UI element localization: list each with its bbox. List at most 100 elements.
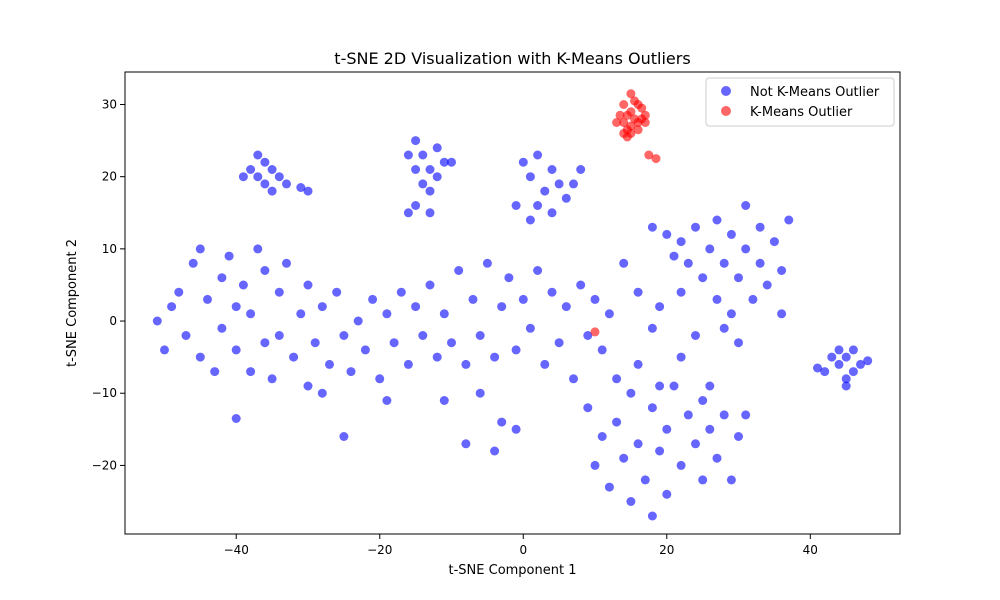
point-not-outlier-149 [633,287,643,297]
point-not-outlier-193 [820,367,830,377]
point-outlier-8 [615,110,625,120]
point-not-outlier-20 [260,266,270,275]
point-not-outlier-150 [647,323,657,333]
point-not-outlier-116 [569,179,578,189]
point-not-outlier-175 [719,410,729,420]
point-not-outlier-119 [576,165,586,174]
point-not-outlier-14 [231,302,241,312]
point-not-outlier-56 [497,302,507,312]
point-not-outlier-189 [848,367,858,377]
point-not-outlier-162 [647,403,657,413]
x-tick-label: 20 [659,543,674,557]
point-not-outlier-105 [425,208,435,218]
point-not-outlier-191 [856,359,865,369]
point-not-outlier-3 [174,287,184,297]
point-not-outlier-13 [231,345,241,355]
point-not-outlier-25 [289,352,299,362]
point-not-outlier-187 [841,374,851,384]
point-not-outlier-165 [662,424,672,434]
point-not-outlier-37 [360,345,370,355]
point-not-outlier-118 [511,201,521,210]
point-not-outlier-133 [734,273,743,283]
point-not-outlier-126 [698,273,708,283]
x-tick-label: −40 [224,543,249,557]
point-outlier-13 [612,118,622,127]
point-not-outlier-96 [425,186,435,196]
point-not-outlier-148 [691,331,700,340]
point-not-outlier-42 [396,287,406,297]
point-not-outlier-80 [511,424,521,434]
point-not-outlier-45 [418,331,428,340]
point-not-outlier-123 [676,237,686,247]
point-not-outlier-65 [561,302,571,312]
point-not-outlier-179 [612,374,622,384]
point-not-outlier-172 [698,475,708,485]
point-not-outlier-122 [669,251,679,261]
point-not-outlier-163 [647,511,657,521]
point-not-outlier-59 [518,294,528,304]
point-outlier-15 [640,118,650,127]
point-not-outlier-75 [439,396,449,405]
point-not-outlier-176 [726,475,736,485]
y-tick-label: 20 [102,170,117,184]
point-not-outlier-155 [604,482,614,492]
points-layer [152,89,873,521]
point-not-outlier-152 [583,403,593,413]
point-not-outlier-70 [597,345,607,355]
point-not-outlier-17 [246,309,256,319]
point-outlier-21 [644,150,654,160]
point-not-outlier-138 [755,222,765,232]
point-not-outlier-177 [734,432,743,441]
point-not-outlier-94 [418,150,428,160]
point-not-outlier-60 [525,323,535,333]
point-not-outlier-21 [267,374,277,384]
point-not-outlier-103 [447,157,456,167]
y-tick-label: 10 [102,242,117,256]
point-not-outlier-69 [590,294,600,304]
point-not-outlier-130 [719,258,729,268]
point-outlier-11 [619,118,629,127]
point-not-outlier-7 [195,352,205,362]
point-not-outlier-184 [827,352,837,362]
point-not-outlier-0 [152,316,162,326]
point-not-outlier-31 [317,388,327,398]
point-not-outlier-41 [389,338,399,348]
point-not-outlier-134 [741,244,751,254]
point-not-outlier-195 [841,381,851,391]
point-not-outlier-10 [217,273,227,283]
point-not-outlier-43 [403,359,413,369]
point-not-outlier-104 [411,201,421,210]
point-not-outlier-112 [554,179,564,189]
point-not-outlier-142 [784,215,794,225]
point-not-outlier-58 [511,345,521,355]
point-not-outlier-180 [633,359,643,369]
y-tick-label: −10 [92,386,117,400]
point-not-outlier-63 [547,287,557,297]
point-not-outlier-100 [411,165,421,174]
point-not-outlier-158 [626,388,636,398]
point-not-outlier-113 [533,201,543,210]
point-not-outlier-140 [769,237,779,247]
point-not-outlier-153 [590,460,600,470]
point-not-outlier-77 [475,388,485,398]
point-not-outlier-34 [339,331,349,340]
point-not-outlier-22 [274,287,284,297]
point-outlier-16 [633,125,643,135]
point-not-outlier-137 [755,258,765,268]
point-not-outlier-32 [325,359,334,369]
point-not-outlier-164 [655,446,665,456]
point-not-outlier-154 [597,432,607,441]
point-not-outlier-109 [533,150,543,160]
point-not-outlier-67 [576,280,586,290]
point-not-outlier-57 [504,273,514,283]
point-not-outlier-61 [533,266,543,275]
point-not-outlier-185 [834,359,844,369]
point-not-outlier-167 [669,381,679,391]
y-tick-label: 0 [109,314,117,328]
point-not-outlier-36 [353,316,363,326]
point-not-outlier-174 [712,453,722,463]
point-not-outlier-18 [253,244,263,254]
point-not-outlier-111 [547,165,557,174]
point-outlier-3 [619,100,629,109]
legend-marker-outlier [721,106,731,116]
